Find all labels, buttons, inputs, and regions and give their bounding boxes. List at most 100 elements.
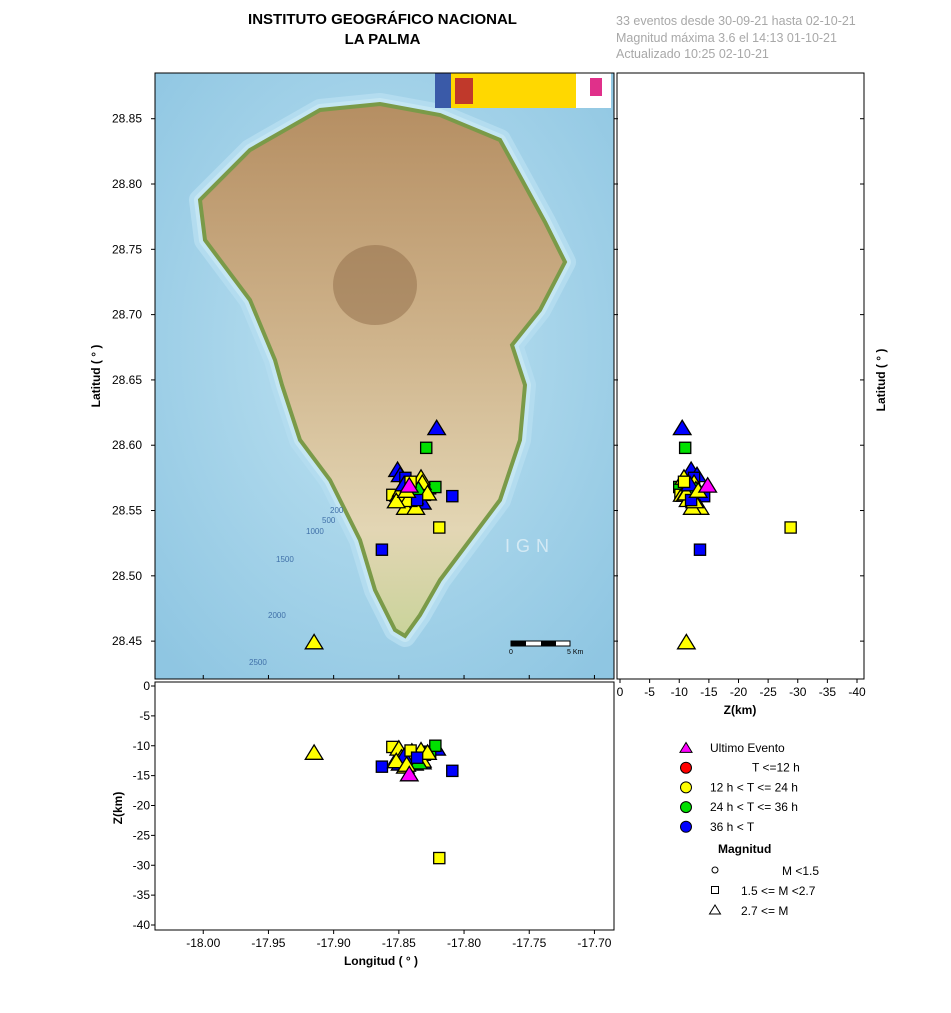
event-marker-lon-depth (375, 760, 389, 773)
z-tick-label: -25 (133, 828, 151, 842)
event-marker-map (304, 633, 325, 650)
event-marker-depth-lat (784, 521, 797, 534)
scale-start: 0 (509, 649, 513, 656)
event-marker-map (399, 476, 420, 493)
event-marker-depth-lat (678, 441, 692, 455)
info-max-magnitude: Magnitud máxima 3.6 el 14:13 01-10-21 (616, 31, 837, 45)
contour-label: 1500 (276, 555, 294, 564)
event-marker-lon-depth (399, 765, 420, 782)
legend-magnitude-symbol (708, 904, 722, 915)
contour-label: 2500 (249, 658, 267, 667)
depth-lat-panel-frame (616, 72, 865, 680)
legend-magnitude-symbol (711, 886, 719, 894)
legend-symbol-t_old (680, 820, 692, 833)
contour-label: 2000 (268, 611, 286, 620)
lon-tick-label: -17.70 (577, 936, 611, 950)
event-marker-map (426, 418, 447, 436)
legend-magnitude-title: Magnitud (718, 842, 771, 856)
legend-symbol-last-event (679, 741, 693, 753)
z-tick-label: -35 (819, 685, 837, 699)
z-tick-label: -30 (133, 858, 151, 872)
event-marker-depth-lat (676, 633, 697, 650)
lon-tick-label: -17.85 (382, 936, 416, 950)
legend-label: 24 h < T <= 36 h (710, 800, 798, 814)
legend-magnitude-symbol (711, 866, 719, 874)
contour-label: 200 (330, 506, 344, 515)
z-tick-label: 0 (143, 679, 150, 693)
legend-label: 36 h < T (710, 820, 755, 834)
event-marker-lon-depth (304, 743, 325, 760)
z-tick-label: -25 (759, 685, 777, 699)
lat-tick-label: 28.55 (112, 504, 142, 518)
island-la-palma (197, 101, 568, 639)
scale-end: 5 Km (567, 649, 584, 656)
lon-depth-ylabel: Z(km) (111, 792, 125, 825)
event-marker-map (375, 543, 389, 556)
z-tick-label: -10 (133, 739, 151, 753)
contour-label: 500 (322, 516, 336, 525)
event-marker-map (410, 493, 424, 507)
legend-symbol-t12 (680, 761, 692, 774)
z-tick-label: -30 (789, 685, 807, 699)
scale-bar-segment (511, 641, 526, 646)
event-marker-depth-lat (697, 476, 718, 493)
z-tick-label: -35 (133, 888, 151, 902)
lat-tick-label: 28.70 (112, 308, 142, 322)
info-event-count: 33 eventos desde 30-09-21 hasta 02-10-21 (616, 14, 856, 28)
legend-symbol-t24 (680, 781, 692, 794)
event-marker-lon-depth (429, 739, 442, 753)
lat-tick-label: 28.80 (112, 177, 142, 191)
lon-tick-label: -17.80 (447, 936, 481, 950)
event-marker-lon-depth (386, 752, 407, 769)
event-marker-depth-lat (677, 475, 691, 489)
event-marker-map (446, 489, 459, 503)
legend-label: 12 h < T <= 24 h (710, 780, 798, 794)
lat-tick-label: 28.45 (112, 634, 142, 648)
ign-logo-mark (590, 78, 602, 96)
contour-label: 1000 (306, 527, 324, 536)
legend-symbol-t36 (680, 801, 692, 814)
eu-flag-stripe (435, 73, 451, 108)
event-marker-map (386, 492, 407, 509)
event-marker-depth-lat (693, 543, 707, 556)
event-marker-lon-depth (433, 851, 446, 865)
z-tick-label: -5 (139, 709, 150, 723)
ign-watermark: IGN (505, 536, 555, 556)
lon-depth-panel-frame (154, 681, 615, 931)
subtitle: LA PALMA (344, 31, 421, 48)
z-tick-label: -10 (671, 685, 689, 699)
z-tick-label: -5 (644, 685, 655, 699)
lat-tick-label: 28.65 (112, 373, 142, 387)
event-marker-map (433, 521, 446, 534)
lon-depth-xlabel: Longitud ( ° ) (344, 954, 418, 968)
event-marker-map (419, 441, 433, 455)
legend-label: Ultimo Evento (710, 741, 785, 755)
z-tick-label: 0 (617, 685, 624, 699)
event-marker-lon-depth (404, 744, 417, 757)
z-tick-label: -40 (133, 918, 151, 932)
lat-tick-label: 28.75 (112, 242, 142, 256)
map-panel-frame (154, 72, 615, 680)
z-tick-label: -15 (700, 685, 718, 699)
title: INSTITUTO GEOGRÁFICO NACIONAL (248, 11, 517, 28)
caldera (333, 245, 417, 325)
lat-tick-label: 28.85 (112, 112, 142, 126)
depth-lat-xlabel: Z(km) (724, 703, 757, 717)
lon-tick-label: -17.75 (512, 936, 546, 950)
coat-of-arms (455, 78, 473, 104)
legend-magnitude-label: M <1.5 (782, 864, 819, 878)
lon-tick-label: -18.00 (186, 936, 220, 950)
legend-magnitude-label: 1.5 <= M <2.7 (741, 884, 816, 898)
lon-tick-label: -17.95 (251, 936, 285, 950)
lat-tick-label: 28.60 (112, 438, 142, 452)
info-updated: Actualizado 10:25 02-10-21 (616, 47, 769, 61)
scale-bar-segment (541, 641, 556, 646)
z-tick-label: -40 (848, 685, 866, 699)
z-tick-label: -20 (730, 685, 748, 699)
legend-label: T <=12 h (752, 761, 800, 775)
legend-magnitude-label: 2.7 <= M (741, 904, 788, 918)
event-marker-lon-depth (410, 751, 424, 764)
z-tick-label: -20 (133, 799, 151, 813)
